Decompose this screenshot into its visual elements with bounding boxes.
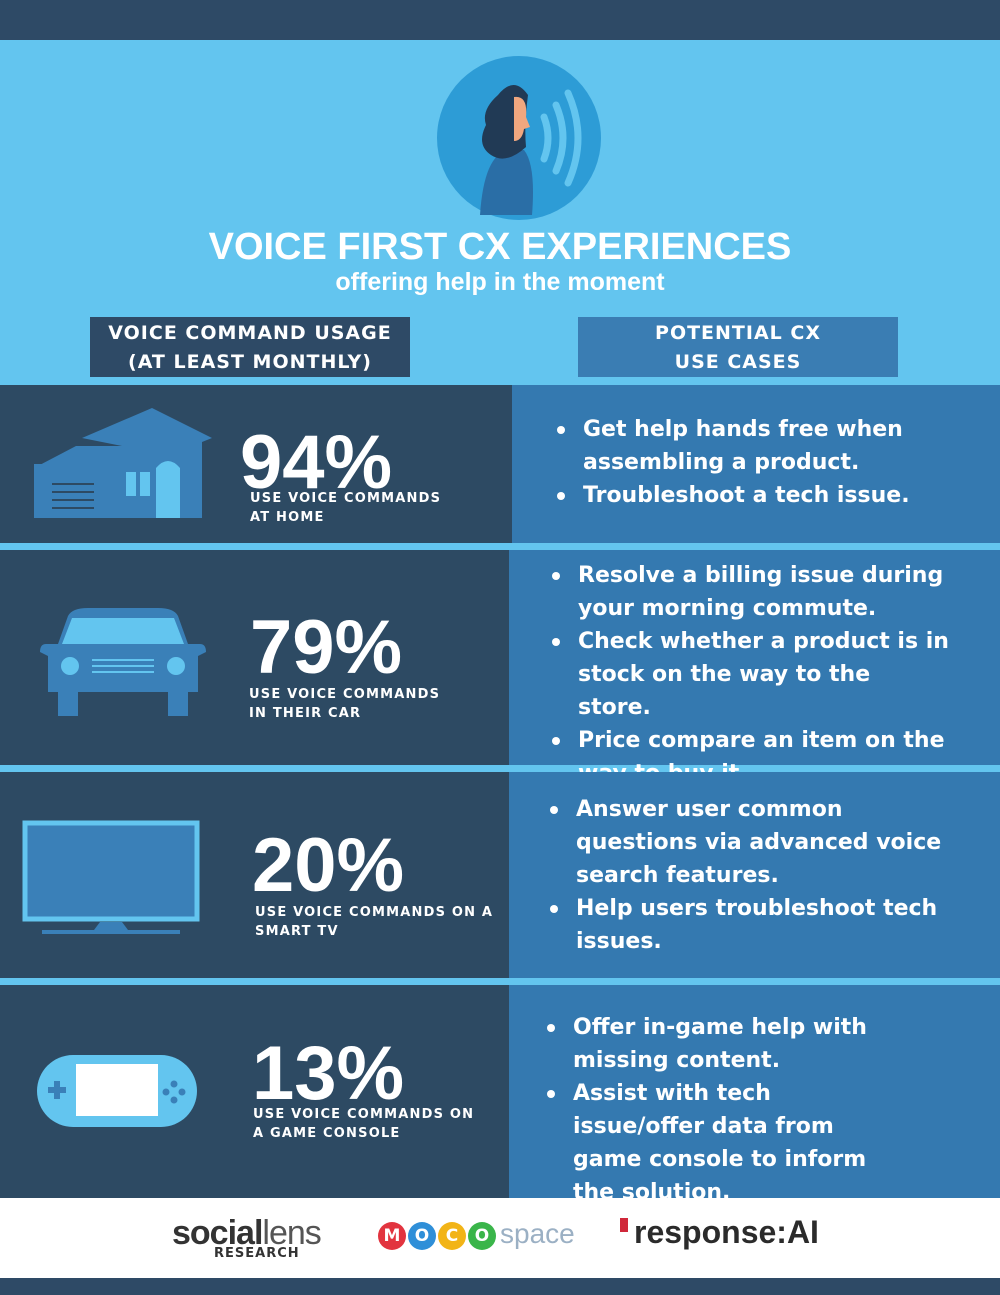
percent: 20% (252, 823, 405, 908)
logo-sociallens: sociallens (172, 1214, 322, 1253)
logo-text: response:AI (634, 1214, 819, 1250)
row-icon (22, 820, 202, 940)
header-line: VOICE COMMAND USAGE (108, 322, 392, 344)
row-icon (34, 406, 214, 530)
use-case: Answer user common questions via advance… (548, 793, 968, 892)
header-line: USE CASES (674, 351, 802, 373)
use-case: Check whether a product is in stock on t… (550, 625, 950, 724)
avatar-icon (437, 56, 601, 220)
use-case: Assist with tech issue/offer data from g… (545, 1077, 905, 1209)
subtitle: offering help in the moment (335, 268, 665, 296)
header-line: (AT LEAST MONTHLY) (128, 351, 372, 373)
use-case: Help users troubleshoot tech issues. (548, 892, 968, 958)
percent: 94% (240, 420, 393, 505)
logo-text: RESEARCH (214, 1246, 300, 1261)
caption-line: IN THEIR CAR (249, 706, 362, 721)
top-bar (0, 0, 1000, 40)
logo-text: lens (262, 1214, 321, 1252)
use-case-list: Offer in-game help with missing content.… (545, 1011, 905, 1209)
row-right-panel (512, 385, 1000, 543)
caption: USE VOICE COMMANDS IN THEIR CAR (249, 685, 440, 723)
logo-mark (620, 1218, 628, 1232)
right-column-header: POTENTIAL CX USE CASES (578, 317, 898, 377)
caption-line: USE VOICE COMMANDS (250, 491, 442, 506)
logo-letter: M (378, 1222, 406, 1250)
logo-letter: O (408, 1222, 436, 1250)
caption: USE VOICE COMMANDS AT HOME (250, 489, 441, 527)
use-case: Offer in-game help with missing content. (545, 1011, 905, 1077)
caption-line: A GAME CONSOLE (253, 1126, 401, 1141)
bottom-bar (0, 1278, 1000, 1295)
logo-letter: O (468, 1222, 496, 1250)
logo-text: social (172, 1214, 263, 1252)
row-icon (36, 1054, 198, 1132)
use-case: Troubleshoot a tech issue. (555, 479, 915, 512)
caption-line: USE VOICE COMMANDS ON (253, 1107, 475, 1122)
header-line: POTENTIAL CX (655, 322, 821, 344)
caption-line: USE VOICE COMMANDS (249, 687, 441, 702)
use-case: Resolve a billing issue during your morn… (550, 559, 950, 625)
caption: USE VOICE COMMANDS ON A SMART TV (255, 903, 493, 941)
use-case-list: Resolve a billing issue during your morn… (550, 559, 950, 790)
logo-text: space (500, 1218, 575, 1249)
use-case-list: Answer user common questions via advance… (548, 793, 968, 958)
caption-line: AT HOME (250, 510, 325, 525)
use-case: Get help hands free when assembling a pr… (555, 413, 915, 479)
caption: USE VOICE COMMANDS ON A GAME CONSOLE (253, 1105, 474, 1143)
title: VOICE FIRST CX EXPERIENCES (208, 226, 792, 268)
row-right-panel (509, 550, 1000, 765)
left-column-header: VOICE COMMAND USAGE (AT LEAST MONTHLY) (90, 317, 410, 377)
percent: 79% (250, 605, 403, 690)
use-case-list: Get help hands free when assembling a pr… (555, 413, 915, 512)
caption-line: USE VOICE COMMANDS ON A (255, 905, 494, 920)
row-icon (38, 608, 208, 724)
percent: 13% (252, 1031, 405, 1116)
caption-line: SMART TV (255, 924, 339, 939)
logo-letter: C (438, 1222, 466, 1250)
row-right-panel (509, 985, 1000, 1198)
row-right-panel (509, 772, 1000, 978)
